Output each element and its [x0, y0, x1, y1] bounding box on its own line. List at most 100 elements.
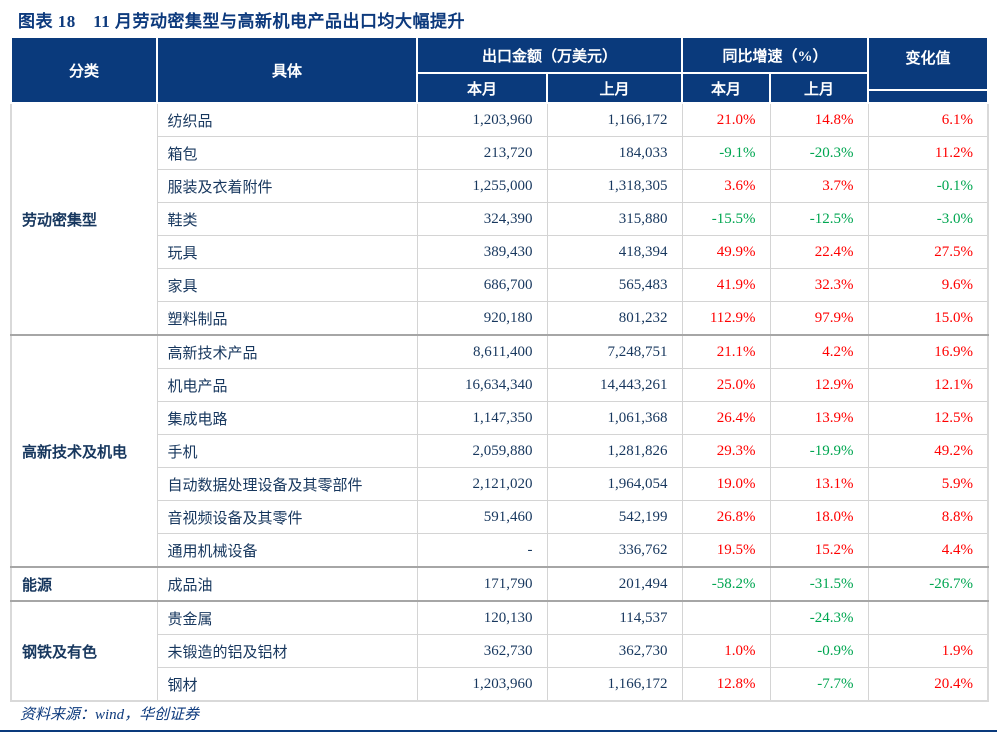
- detail-cell: 纺织品: [156, 102, 418, 137]
- yoy-this-month-cell: -58.2%: [681, 566, 771, 602]
- table-row: 手机 2,059,880 1,281,826 29.3% -19.9% 49.2%: [11, 434, 989, 468]
- detail-cell: 贵金属: [156, 600, 418, 635]
- detail-cell: 箱包: [156, 136, 418, 170]
- amount-last-month-cell: 14,443,261: [546, 368, 683, 402]
- amount-this-month-cell: 389,430: [416, 235, 548, 269]
- detail-cell: 机电产品: [156, 368, 418, 402]
- table-row: 高新技术及机电 高新技术产品 8,611,400 7,248,751 21.1% 4.2%…: [10, 334, 989, 568]
- table-row: 自动数据处理设备及其零部件 2,121,020 1,964,054 19.0% 13.1…: [11, 467, 989, 501]
- yoy-last-month-cell: 3.7%: [769, 169, 869, 203]
- yoy-last-month-cell: -7.7%: [769, 667, 869, 702]
- table-row: 音视频设备及其零件 591,460 542,199 26.8% 18.0% 8.8%: [11, 500, 989, 534]
- yoy-last-month-cell: 22.4%: [769, 235, 869, 269]
- amount-last-month-cell: 542,199: [546, 500, 683, 534]
- yoy-last-month-cell: 13.9%: [769, 401, 869, 435]
- detail-cell: 自动数据处理设备及其零部件: [156, 467, 418, 501]
- category-cell: 高新技术及机电: [10, 334, 158, 568]
- yoy-last-month-cell: -19.9%: [769, 434, 869, 468]
- yoy-this-month-cell: 29.3%: [681, 434, 771, 468]
- amount-last-month-cell: 201,494: [546, 566, 683, 602]
- table-row: 钢铁及有色 贵金属 120,130 114,537 -24.3%: [10, 600, 989, 702]
- detail-cell: 服装及衣着附件: [156, 169, 418, 203]
- yoy-last-month-cell: -0.9%: [769, 634, 869, 668]
- yoy-last-month-cell: 32.3%: [769, 268, 869, 302]
- subheader-yoy-this-month: 本月: [681, 72, 772, 104]
- amount-last-month-cell: 336,762: [546, 533, 683, 568]
- table-row: 家具 686,700 565,483 41.9% 32.3% 9.6%: [11, 268, 989, 302]
- subheader-amount-last-month: 上月: [545, 72, 684, 104]
- detail-cell: 成品油: [156, 566, 418, 602]
- amount-this-month-cell: 8,611,400: [416, 334, 548, 369]
- amount-last-month-cell: 1,964,054: [546, 467, 683, 501]
- yoy-last-month-cell: 4.2%: [769, 334, 869, 369]
- table-row: 劳动密集型 纺织品 1,203,960 1,166,172 21.0% 14.8% 6.1%: [10, 102, 989, 336]
- amount-this-month-cell: 213,720: [416, 136, 548, 170]
- change-value-cell: 6.1%: [867, 102, 989, 137]
- col-header-yoy-growth: 同比增速（%）: [681, 36, 870, 74]
- change-value-cell: 9.6%: [867, 268, 989, 302]
- change-value-cell: 11.2%: [867, 136, 989, 170]
- amount-this-month-cell: 1,255,000: [416, 169, 548, 203]
- table-row: 玩具 389,430 418,394 49.9% 22.4% 27.5%: [11, 235, 989, 269]
- change-value-label: 变化值: [905, 51, 951, 67]
- figure-title: 图表 18 11 月劳动密集型与高新机电产品出口均大幅提升: [18, 12, 466, 31]
- amount-this-month-cell: 171,790: [416, 566, 548, 602]
- amount-last-month-cell: 1,281,826: [546, 434, 683, 468]
- yoy-this-month-cell: 19.5%: [681, 533, 771, 568]
- yoy-this-month-cell: 12.8%: [681, 667, 771, 702]
- subheader-amount-this-month: 本月: [416, 72, 548, 104]
- yoy-last-month-cell: 15.2%: [769, 533, 869, 568]
- detail-cell: 集成电路: [156, 401, 418, 435]
- yoy-this-month-cell: [681, 600, 771, 635]
- export-table-container: 分类 具体 出口金额（万美元） 同比增速（%） 变化值 本月 上月 本月 上月 …: [10, 36, 990, 702]
- yoy-this-month-cell: 41.9%: [681, 268, 771, 302]
- amount-last-month-cell: 1,061,368: [546, 401, 683, 435]
- yoy-last-month-cell: -24.3%: [769, 600, 869, 635]
- category-cell: 能源: [10, 566, 158, 602]
- col-header-detail: 具体: [156, 36, 418, 104]
- table-row: 箱包 213,720 184,033 -9.1% -20.3% 11.2%: [11, 136, 989, 170]
- yoy-this-month-cell: 21.0%: [681, 102, 771, 137]
- amount-this-month-cell: 16,634,340: [416, 368, 548, 402]
- yoy-last-month-cell: -31.5%: [769, 566, 869, 602]
- amount-last-month-cell: 801,232: [546, 301, 683, 336]
- amount-last-month-cell: 315,880: [546, 202, 683, 236]
- amount-this-month-cell: 324,390: [416, 202, 548, 236]
- amount-last-month-cell: 1,166,172: [546, 102, 683, 137]
- table-row: 未锻造的铝及铝材 362,730 362,730 1.0% -0.9% 1.9%: [11, 634, 989, 668]
- change-value-cell: 4.4%: [867, 533, 989, 568]
- amount-this-month-cell: 2,059,880: [416, 434, 548, 468]
- table-body: 劳动密集型 纺织品 1,203,960 1,166,172 21.0% 14.8% 6.1%…: [10, 102, 989, 702]
- table-row: 通用机械设备 -336,762 19.5% 15.2% 4.4%: [11, 533, 989, 568]
- footer-rule: [0, 730, 997, 732]
- change-value-cell: 5.9%: [867, 467, 989, 501]
- subheader-yoy-last-month: 上月: [769, 72, 870, 104]
- yoy-this-month-cell: 19.0%: [681, 467, 771, 501]
- yoy-this-month-cell: 25.0%: [681, 368, 771, 402]
- change-value-cell: -3.0%: [867, 202, 989, 236]
- amount-last-month-cell: 184,033: [546, 136, 683, 170]
- change-value-cell: 12.1%: [867, 368, 989, 402]
- amount-this-month-cell: 920,180: [416, 301, 548, 336]
- source-note: 资料来源：wind，华创证券: [20, 707, 200, 723]
- amount-this-month-cell: 686,700: [416, 268, 548, 302]
- col-header-category: 分类: [10, 36, 158, 104]
- table-row: 能源 成品油 171,790 201,494 -58.2% -31.5% -26.7%: [10, 566, 989, 602]
- category-cell: 劳动密集型: [10, 102, 158, 336]
- category-cell: 钢铁及有色: [10, 600, 158, 702]
- change-value-cell: 12.5%: [867, 401, 989, 435]
- table-row: 机电产品 16,634,340 14,443,261 25.0% 12.9% 12.1%: [11, 368, 989, 402]
- yoy-last-month-cell: 14.8%: [769, 102, 869, 137]
- yoy-this-month-cell: 26.4%: [681, 401, 771, 435]
- table-row: 服装及衣着附件 1,255,000 1,318,305 3.6% 3.7% -0.1%: [11, 169, 989, 203]
- amount-last-month-cell: 114,537: [546, 600, 683, 635]
- detail-cell: 未锻造的铝及铝材: [156, 634, 418, 668]
- amount-this-month-cell: 1,203,960: [416, 667, 548, 702]
- table-row: 鞋类 324,390 315,880 -15.5% -12.5% -3.0%: [11, 202, 989, 236]
- amount-this-month-cell: -: [416, 533, 548, 568]
- change-value-cell: 15.0%: [867, 301, 989, 336]
- amount-last-month-cell: 1,318,305: [546, 169, 683, 203]
- change-value-cell: 49.2%: [867, 434, 989, 468]
- change-value-cell: -0.1%: [867, 169, 989, 203]
- detail-cell: 通用机械设备: [156, 533, 418, 568]
